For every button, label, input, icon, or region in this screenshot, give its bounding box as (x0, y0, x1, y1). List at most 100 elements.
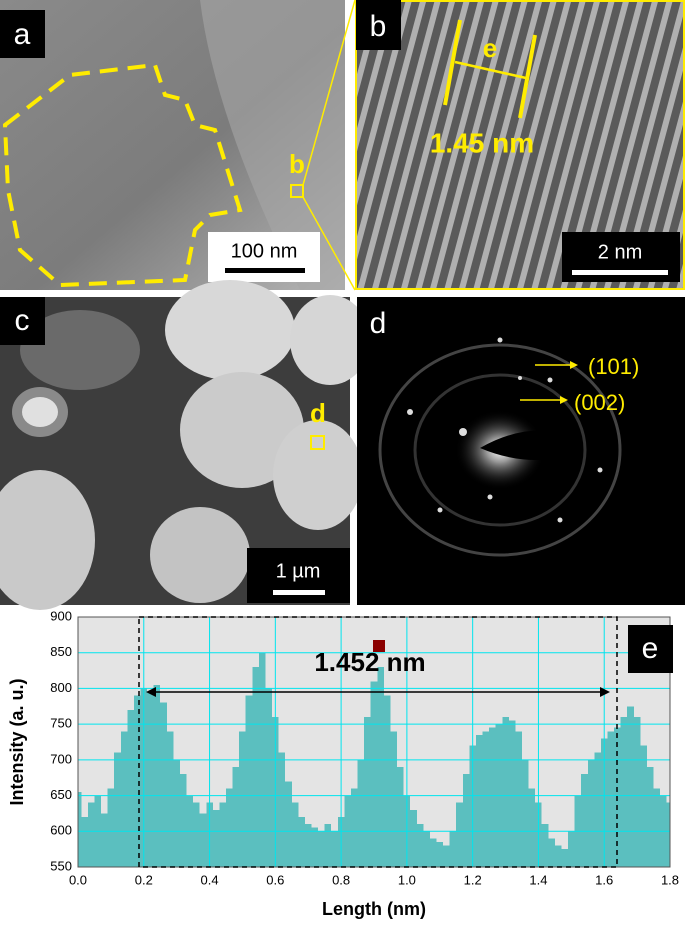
bar (127, 709, 134, 867)
arrow-head (600, 687, 610, 697)
bar (370, 681, 378, 867)
bar (443, 845, 450, 867)
y-axis-label: Intensity (a. u.) (7, 678, 27, 805)
x-tick-label: 1.2 (464, 872, 482, 887)
bar (78, 792, 82, 867)
bar (199, 813, 207, 867)
bar (449, 831, 457, 867)
ring-label: (002) (574, 390, 625, 415)
bar (173, 759, 180, 867)
bar (318, 831, 325, 867)
bar (160, 702, 167, 867)
scale-bar-label: 100 nm (231, 240, 298, 262)
panel-label: e (642, 632, 659, 665)
bar (416, 824, 424, 867)
bar (298, 817, 305, 867)
bar (515, 731, 522, 867)
panel-a: a b 100 nm (0, 0, 356, 291)
bar (245, 695, 253, 867)
bar (226, 788, 233, 867)
x-tick-label: 0.0 (69, 872, 87, 887)
bar (285, 781, 292, 867)
region-marker: d (310, 398, 326, 428)
bar (633, 717, 641, 867)
chart-e: 550 600 650 700 750 800 850 900 0.0 0.2 0.4 0.6 0.8 1… (7, 608, 679, 918)
panel-label: d (370, 307, 387, 340)
y-tick-label: 750 (50, 716, 72, 731)
x-tick-label: 1.6 (595, 872, 613, 887)
bar (350, 788, 358, 867)
bar (502, 717, 509, 867)
panel-b: b e 1.45 nm 2 nm (355, 0, 685, 290)
bar (324, 824, 332, 867)
bar (232, 767, 240, 867)
bar (87, 802, 95, 867)
cursor-marker (373, 640, 385, 652)
x-tick-label: 0.4 (201, 872, 219, 887)
bar (410, 809, 417, 867)
bar (239, 731, 246, 867)
panel-c: c d 1 µm (0, 280, 370, 610)
bar (646, 767, 654, 867)
bar (581, 774, 588, 867)
y-tick-label: 650 (50, 787, 72, 802)
bar (594, 752, 601, 867)
bar (153, 684, 161, 867)
bar (482, 731, 490, 867)
bar (522, 759, 529, 867)
annotation: 1.452 nm (314, 647, 425, 677)
arrow-head (146, 687, 156, 697)
panel-label: a (14, 18, 31, 51)
bar (423, 831, 430, 867)
bar (456, 802, 463, 867)
bar (265, 688, 273, 867)
y-tick-label: 850 (50, 644, 72, 659)
bar (219, 802, 226, 867)
bar (166, 731, 174, 867)
bar (81, 817, 88, 867)
y-tick-label: 600 (50, 823, 72, 838)
bar (357, 759, 365, 867)
y-tick-label: 700 (50, 751, 72, 766)
bar (390, 731, 398, 867)
bar (377, 667, 384, 867)
x-tick-label: 1.8 (661, 872, 679, 887)
bar (587, 759, 595, 867)
bar (383, 695, 391, 867)
bar (179, 774, 187, 867)
bar (640, 745, 647, 867)
bar (397, 767, 404, 867)
scale-bar-label: 1 µm (276, 560, 321, 582)
bar (489, 727, 496, 867)
bar (541, 824, 549, 867)
bar (436, 842, 444, 867)
panel-label: b (370, 10, 387, 43)
bar (291, 802, 299, 867)
bar (627, 706, 634, 867)
bar (620, 717, 628, 867)
panel-label: c (15, 304, 30, 337)
bar (653, 788, 661, 867)
bar (193, 802, 200, 867)
y-tick-label: 550 (50, 858, 72, 873)
bar (554, 845, 562, 867)
bar (462, 774, 470, 867)
bar (568, 831, 575, 867)
region-marker: b (289, 149, 305, 179)
x-tick-label: 0.6 (266, 872, 284, 887)
bar (252, 667, 259, 867)
scale-bar-label: 2 nm (598, 241, 642, 263)
bar (607, 731, 615, 867)
bar (475, 734, 483, 867)
y-tick-label: 800 (50, 680, 72, 695)
panel-label-bg (628, 625, 673, 673)
x-axis-label: Length (nm) (322, 899, 426, 919)
measurement: 1.45 nm (430, 127, 534, 158)
bar (107, 788, 115, 867)
bar (304, 824, 312, 867)
ring-label: (101) (588, 354, 639, 379)
bar (101, 813, 108, 867)
bar (561, 849, 569, 867)
panel-d: d (101) (002) (357, 297, 685, 605)
